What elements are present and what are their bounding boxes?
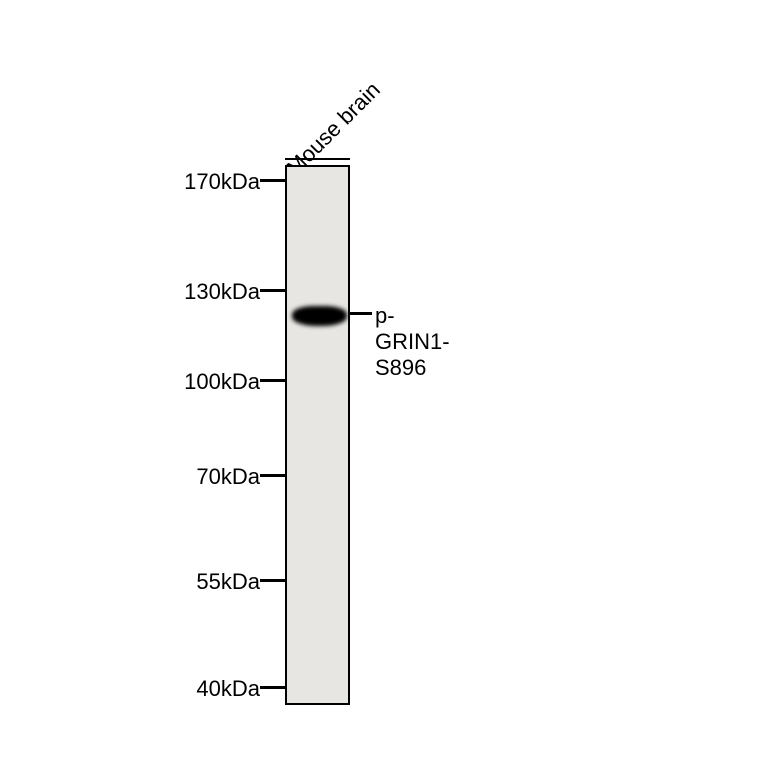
- band-label: p-GRIN1-S896: [375, 303, 450, 381]
- marker-label: 130kDa: [170, 279, 260, 305]
- marker-label: 55kDa: [170, 569, 260, 595]
- band-tick: [350, 312, 372, 315]
- protein-band: [292, 306, 347, 326]
- marker-tick: [260, 379, 285, 382]
- marker-tick: [260, 579, 285, 582]
- marker-tick: [260, 289, 285, 292]
- marker-label: 170kDa: [170, 169, 260, 195]
- marker-tick: [260, 474, 285, 477]
- marker-label: 100kDa: [170, 369, 260, 395]
- lane-underline: [285, 158, 350, 160]
- marker-label: 70kDa: [170, 464, 260, 490]
- marker-tick: [260, 179, 285, 182]
- blot-lane: [285, 165, 350, 705]
- marker-label: 40kDa: [170, 676, 260, 702]
- marker-tick: [260, 686, 285, 689]
